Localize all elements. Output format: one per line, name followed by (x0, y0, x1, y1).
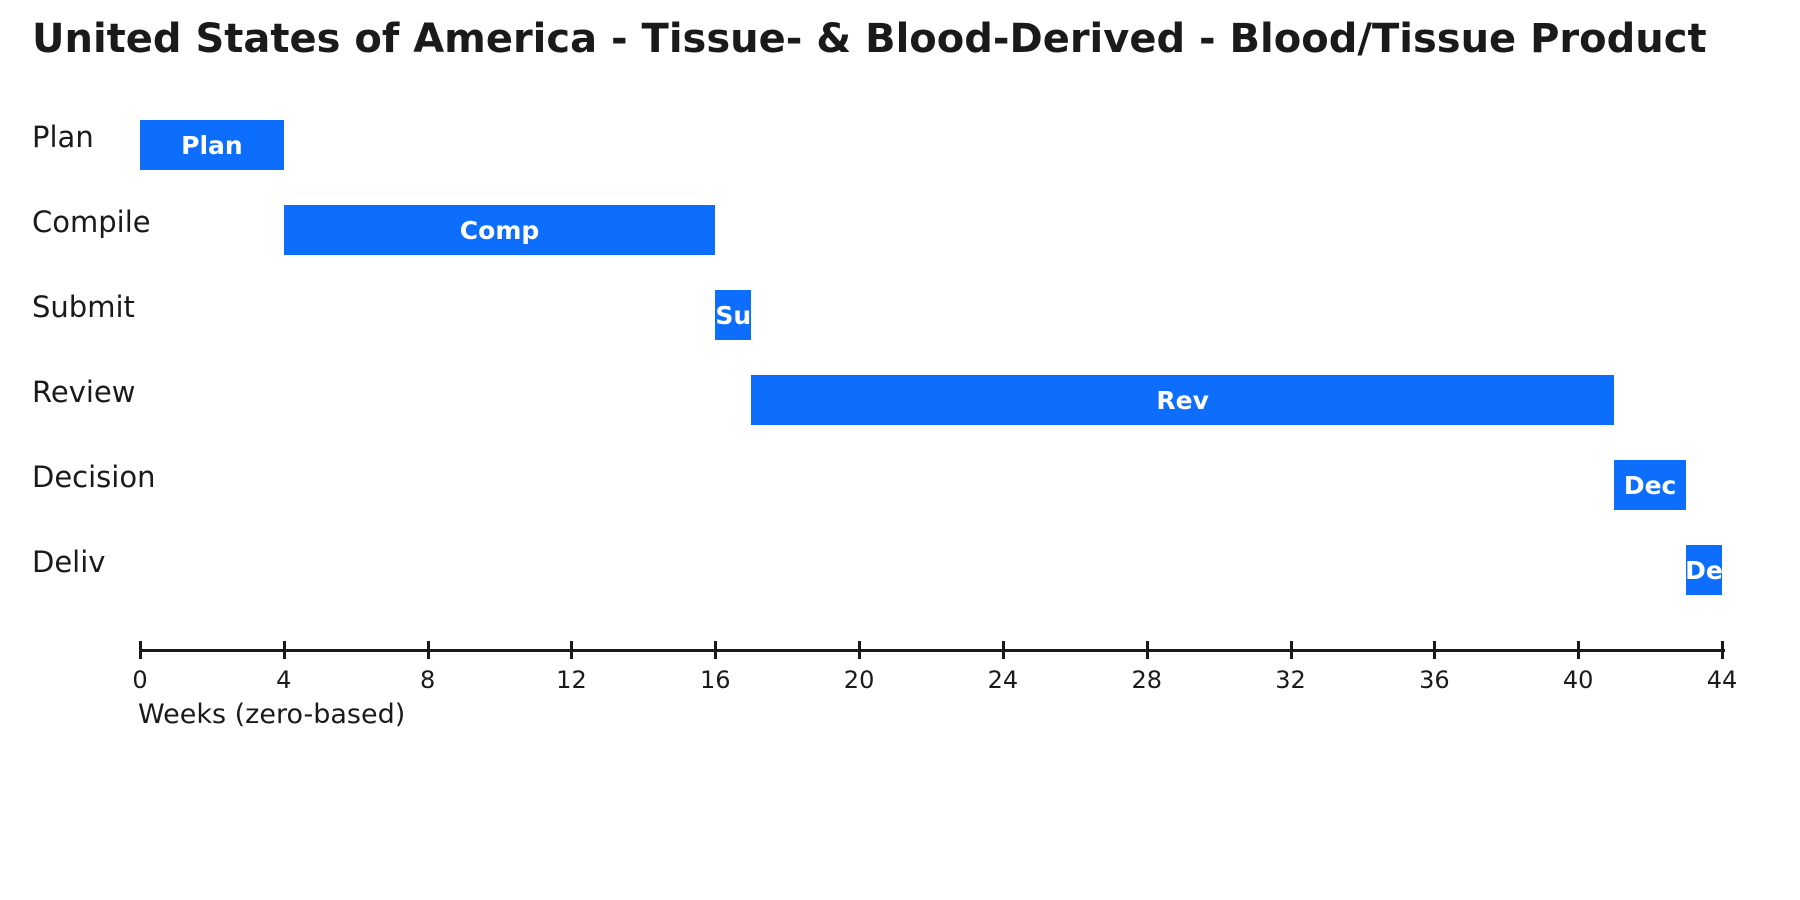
x-tick-mark-16 (714, 641, 718, 659)
x-tick-label-0: 0 (132, 666, 148, 694)
bar-label-decision: Dec (1623, 470, 1677, 500)
x-tick-label-12: 12 (556, 666, 587, 694)
x-tick-mark-28 (1145, 641, 1149, 659)
chart-title: United States of America - Tissue- & Blo… (32, 16, 1707, 62)
row-label-compile: Compile (32, 205, 151, 239)
x-tick-label-44: 44 (1706, 666, 1738, 694)
gantt-bar-review: Rev (751, 375, 1615, 425)
x-tick-mark-40 (1577, 641, 1581, 659)
row-label-plan: Plan (32, 120, 94, 154)
x-tick-label-4: 4 (276, 666, 292, 694)
row-label-review: Review (32, 375, 136, 409)
bar-label-compile: Comp (459, 215, 540, 245)
x-tick-mark-8 (426, 641, 430, 659)
bar-label-review: Rev (1156, 385, 1209, 415)
x-tick-label-32: 32 (1275, 666, 1306, 694)
x-tick-label-20: 20 (843, 666, 875, 694)
x-tick-label-24: 24 (987, 666, 1019, 694)
gantt-bar-deliv: De (1686, 545, 1722, 595)
x-tick-label-36: 36 (1419, 666, 1450, 694)
row-label-decision: Decision (32, 460, 156, 494)
row-label-deliv: Deliv (32, 545, 106, 579)
x-tick-mark-12 (570, 641, 574, 659)
gantt-bar-submit: Su (715, 290, 752, 340)
x-tick-mark-4 (282, 641, 286, 659)
x-tick-mark-44 (1721, 641, 1724, 659)
x-axis-title: Weeks (zero-based) (138, 699, 406, 730)
x-tick-label-8: 8 (419, 666, 436, 694)
x-tick-mark-24 (1001, 641, 1005, 659)
x-tick-label-40: 40 (1562, 666, 1594, 694)
bar-label-submit: Su (715, 300, 752, 330)
x-tick-label-16: 16 (699, 666, 731, 694)
x-tick-mark-0 (139, 641, 142, 659)
x-tick-mark-32 (1289, 641, 1293, 659)
gantt-bar-compile: Comp (283, 205, 716, 255)
gantt-bar-plan: Plan (140, 120, 284, 170)
bar-label-deliv: De (1686, 555, 1722, 585)
bar-label-plan: Plan (181, 130, 243, 160)
x-tick-mark-20 (858, 641, 862, 659)
x-tick-mark-36 (1433, 641, 1437, 659)
x-tick-label-28: 28 (1131, 666, 1162, 694)
x-axis-line (140, 649, 1725, 652)
row-label-submit: Submit (32, 290, 135, 324)
gantt-bar-decision: Dec (1614, 460, 1687, 510)
